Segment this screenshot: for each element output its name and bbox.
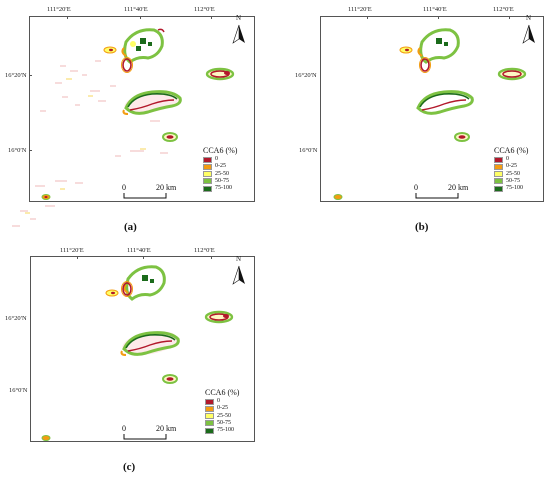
legend-label: 0-25 xyxy=(217,405,228,412)
legend-label: 25-50 xyxy=(215,170,229,177)
lon-label-1: 111°20′E xyxy=(60,247,84,254)
north-label: N xyxy=(236,14,242,22)
lon-label-2: 111°40′E xyxy=(124,6,148,13)
legend-label: 75-100 xyxy=(215,184,232,191)
north-label: N xyxy=(526,14,532,22)
lat-label-1: 16°20′N xyxy=(295,72,317,79)
legend: CCA6 (%) 0 0-25 25-50 50-75 75-100 xyxy=(203,146,238,192)
north-arrow-icon xyxy=(522,24,535,44)
legend-label: 75-100 xyxy=(506,184,523,191)
legend-swatch xyxy=(203,163,212,170)
panel-caption: (b) xyxy=(415,221,429,233)
legend-swatch xyxy=(203,171,212,178)
lat-label-2: 16°0′N xyxy=(9,387,28,394)
map-panel-a: 111°20′E 111°40′E 112°0′E 16°20′N 16°0′N xyxy=(0,0,275,240)
lat-label-1: 16°20′N xyxy=(5,315,27,322)
lon-label-2: 111°40′E xyxy=(127,247,151,254)
map-frame xyxy=(320,16,544,202)
lon-label-1: 111°20′E xyxy=(47,6,71,13)
reef-map xyxy=(12,28,235,227)
scale-bar: 0 20 km xyxy=(122,424,182,444)
legend-swatch xyxy=(205,420,214,427)
legend-title: CCA6 (%) xyxy=(494,146,529,155)
legend-swatch xyxy=(205,413,214,420)
lon-label-3: 112°0′E xyxy=(194,247,215,254)
lon-label-2: 111°40′E xyxy=(423,6,447,13)
north-label: N xyxy=(236,255,242,263)
scale-bar: 0 20 km xyxy=(414,183,474,203)
map-panel-b: 111°20′E 111°40′E 112°0′E 16°20′N 16°0′N xyxy=(290,0,550,240)
scale-start: 0 xyxy=(414,183,418,192)
panel-caption: (c) xyxy=(123,461,136,473)
map-panel-c: 111°20′E 111°40′E 112°0′E 16°20′N 16°0′N xyxy=(0,245,275,484)
lat-label-2: 16°0′N xyxy=(8,147,27,154)
legend-swatch xyxy=(205,405,214,412)
legend-label: 50-75 xyxy=(217,419,231,426)
legend-swatch xyxy=(494,171,503,178)
lat-label-1: 16°20′N xyxy=(5,72,27,79)
legend-swatch xyxy=(494,185,503,192)
legend: CCA6 (%) 0 0-25 25-50 50-75 75-100 xyxy=(494,146,529,192)
scale-start: 0 xyxy=(122,183,126,192)
legend: CCA6 (%) 0 0-25 25-50 50-75 75-100 xyxy=(205,388,240,434)
legend-title: CCA6 (%) xyxy=(203,146,238,155)
legend-label: 0-25 xyxy=(506,163,517,170)
legend-label: 25-50 xyxy=(217,412,231,419)
lon-label-1: 111°20′E xyxy=(348,6,372,13)
lat-label-2: 16°0′N xyxy=(299,147,318,154)
scale-end: 20 km xyxy=(448,183,469,192)
legend-label: 0 xyxy=(217,398,220,405)
scale-bar: 0 20 km xyxy=(122,183,182,203)
legend-swatch xyxy=(203,185,212,192)
legend-swatch xyxy=(205,398,214,405)
legend-label: 0 xyxy=(215,156,218,163)
legend-title: CCA6 (%) xyxy=(205,388,240,397)
lon-label-3: 112°0′E xyxy=(194,6,215,13)
legend-label: 75-100 xyxy=(217,426,234,433)
lon-label-3: 112°0′E xyxy=(493,6,514,13)
legend-swatch xyxy=(494,156,503,163)
legend-swatch xyxy=(494,163,503,170)
legend-swatch xyxy=(205,427,214,434)
scale-start: 0 xyxy=(122,424,126,433)
legend-label: 50-75 xyxy=(506,177,520,184)
legend-label: 0 xyxy=(506,156,509,163)
legend-label: 50-75 xyxy=(215,177,229,184)
reef-map xyxy=(333,28,527,200)
north-arrow-icon xyxy=(232,265,245,285)
reef-map xyxy=(41,265,234,441)
legend-swatch xyxy=(203,156,212,163)
north-arrow-icon xyxy=(232,24,245,44)
panel-caption: (a) xyxy=(124,221,137,233)
scale-end: 20 km xyxy=(156,424,177,433)
legend-swatch xyxy=(494,178,503,185)
legend-label: 25-50 xyxy=(506,170,520,177)
scale-end: 20 km xyxy=(156,183,177,192)
legend-label: 0-25 xyxy=(215,163,226,170)
legend-swatch xyxy=(203,178,212,185)
